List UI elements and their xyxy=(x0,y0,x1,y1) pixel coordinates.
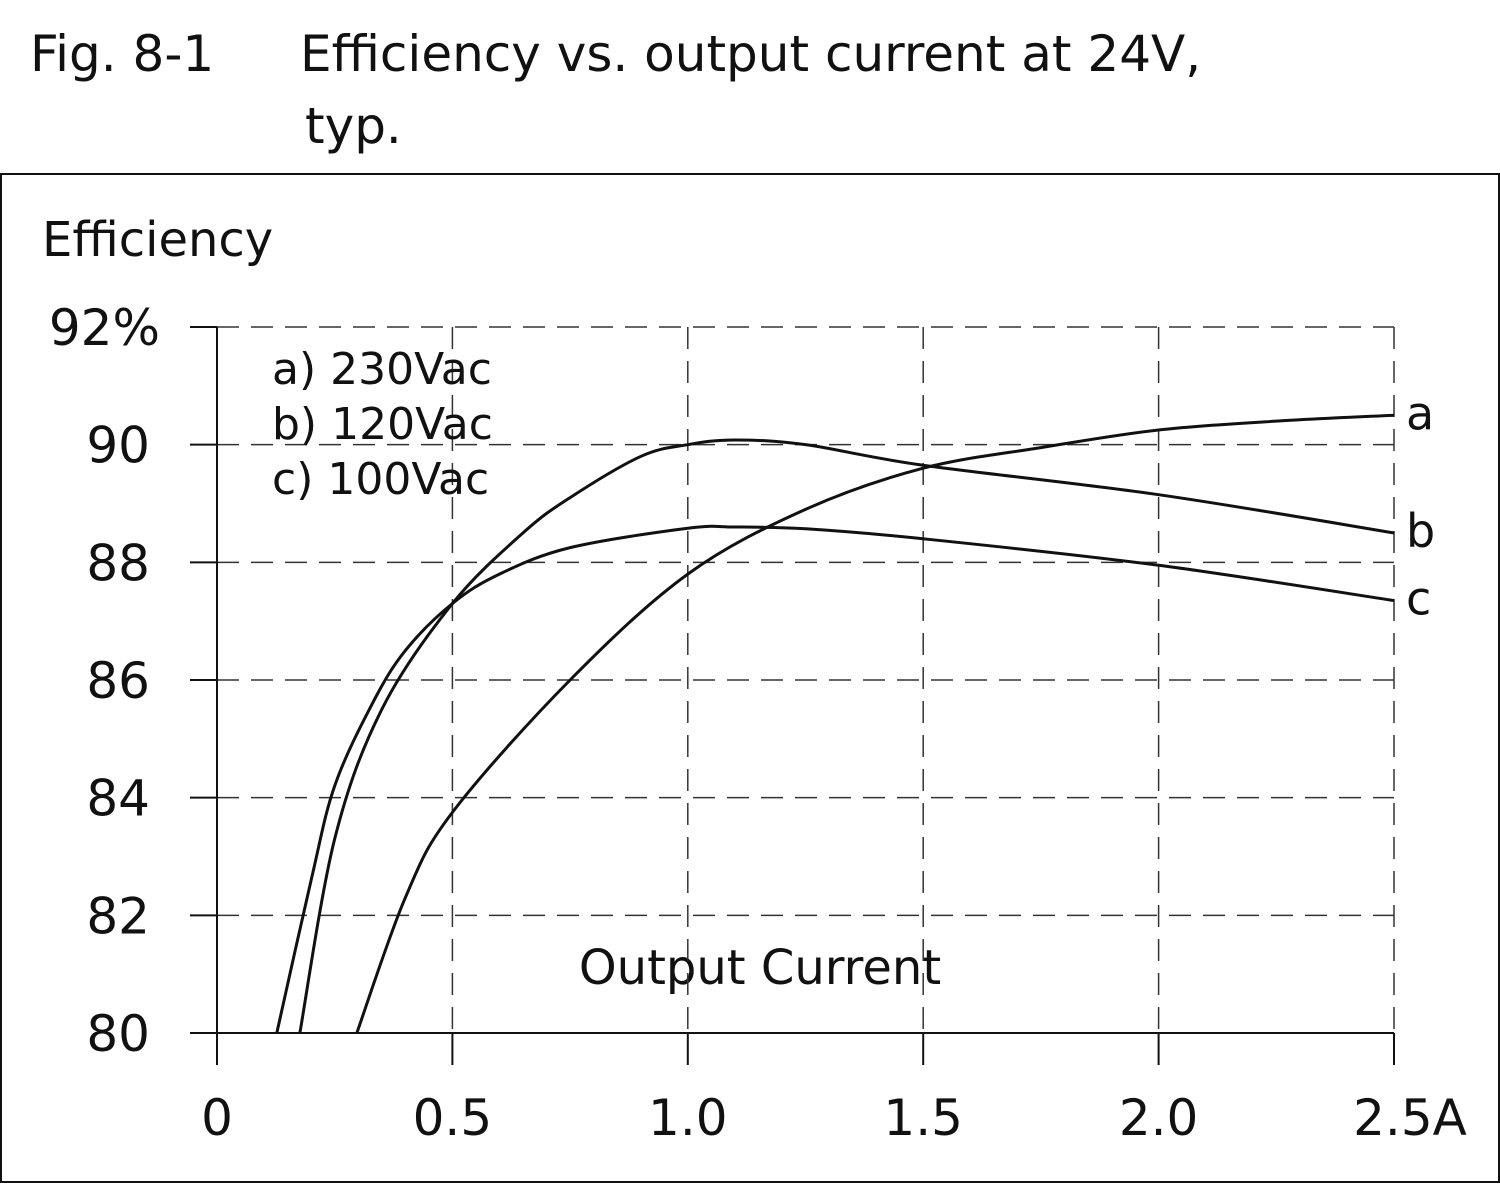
figure-number: Fig. 8-1 xyxy=(30,25,215,83)
y-tick-label: 88 xyxy=(86,534,150,592)
y-tick-label: 80 xyxy=(86,1005,150,1063)
y-tick-label: 92% xyxy=(49,299,160,357)
legend-entry: b) 120Vac xyxy=(272,399,493,450)
series-line-c xyxy=(275,524,1395,1034)
x-axis-label: Output Current xyxy=(579,940,941,996)
legend-entry: c) 100Vac xyxy=(272,454,489,505)
series-line-b xyxy=(298,438,1395,1034)
chart-title-line1: Efficiency vs. output current at 24V, xyxy=(300,25,1202,83)
y-tick-label: 86 xyxy=(86,652,150,710)
y-tick-label: 82 xyxy=(86,887,150,945)
series-line-a xyxy=(355,413,1395,1034)
chart-title-line2: typ. xyxy=(305,97,402,155)
x-tick-label: 0 xyxy=(201,1089,233,1147)
chart-frame xyxy=(0,173,1500,1183)
x-tick-label: 1.5 xyxy=(883,1089,963,1147)
series-label-c: c xyxy=(1406,572,1431,626)
series-label-a: a xyxy=(1406,386,1434,440)
x-tick-label: 2.0 xyxy=(1119,1089,1199,1147)
y-tick-label: 90 xyxy=(86,417,150,475)
x-tick-label: 0.5 xyxy=(413,1089,493,1147)
y-tick-label: 84 xyxy=(86,770,150,828)
x-tick-label: 1.0 xyxy=(648,1089,728,1147)
legend-entry: a) 230Vac xyxy=(272,344,492,395)
y-axis-label: Efficiency xyxy=(42,212,273,268)
x-tick-label: 2.5A xyxy=(1353,1089,1467,1147)
series-label-b: b xyxy=(1406,504,1435,558)
